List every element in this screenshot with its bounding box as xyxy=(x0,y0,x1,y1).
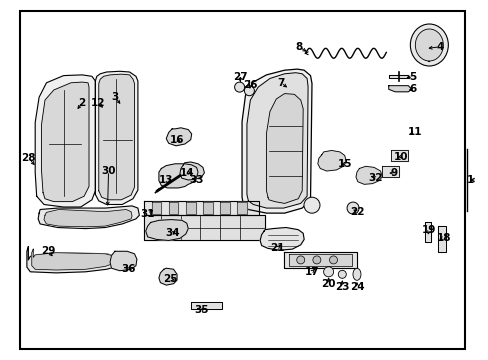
Polygon shape xyxy=(425,222,430,242)
Polygon shape xyxy=(260,228,304,250)
Circle shape xyxy=(312,256,320,264)
Circle shape xyxy=(304,197,319,213)
Polygon shape xyxy=(95,71,138,204)
Polygon shape xyxy=(190,302,222,309)
Polygon shape xyxy=(159,268,177,285)
Text: 29: 29 xyxy=(41,246,55,256)
Text: 15: 15 xyxy=(337,159,351,169)
Polygon shape xyxy=(185,202,195,214)
Polygon shape xyxy=(388,75,407,78)
Circle shape xyxy=(296,256,304,264)
Text: 2: 2 xyxy=(79,98,85,108)
Text: 30: 30 xyxy=(101,166,116,176)
Polygon shape xyxy=(180,162,204,180)
Polygon shape xyxy=(27,247,122,273)
Polygon shape xyxy=(44,210,132,227)
Text: 10: 10 xyxy=(393,152,407,162)
Text: 6: 6 xyxy=(409,84,416,94)
Polygon shape xyxy=(151,202,161,214)
Text: 32: 32 xyxy=(367,173,382,183)
Text: 8: 8 xyxy=(295,42,302,52)
Polygon shape xyxy=(246,73,307,208)
Polygon shape xyxy=(166,128,191,146)
Text: 36: 36 xyxy=(121,264,135,274)
Text: 18: 18 xyxy=(436,233,450,243)
Text: 21: 21 xyxy=(270,243,285,253)
Text: 4: 4 xyxy=(435,42,443,52)
Ellipse shape xyxy=(352,268,360,280)
Text: 7: 7 xyxy=(277,78,285,88)
Text: 23: 23 xyxy=(334,282,349,292)
Polygon shape xyxy=(220,202,229,214)
Polygon shape xyxy=(390,150,407,161)
Polygon shape xyxy=(288,254,351,266)
Text: 20: 20 xyxy=(321,279,335,289)
Circle shape xyxy=(244,86,254,96)
Text: 1: 1 xyxy=(466,175,473,185)
Circle shape xyxy=(234,82,244,92)
Text: 24: 24 xyxy=(349,282,364,292)
Polygon shape xyxy=(388,86,411,92)
Text: 33: 33 xyxy=(189,175,203,185)
Text: 16: 16 xyxy=(169,135,184,145)
Text: 3: 3 xyxy=(111,92,118,102)
Polygon shape xyxy=(355,166,382,184)
Circle shape xyxy=(329,256,337,264)
Text: 12: 12 xyxy=(90,98,105,108)
Text: 19: 19 xyxy=(421,225,436,235)
Polygon shape xyxy=(266,94,303,203)
Circle shape xyxy=(346,202,358,214)
Polygon shape xyxy=(203,202,212,214)
Polygon shape xyxy=(144,215,264,240)
Polygon shape xyxy=(41,82,89,202)
Circle shape xyxy=(338,270,346,278)
Polygon shape xyxy=(237,202,246,214)
Polygon shape xyxy=(168,202,178,214)
Polygon shape xyxy=(283,252,356,268)
Polygon shape xyxy=(144,201,259,215)
Polygon shape xyxy=(317,150,346,171)
Text: 35: 35 xyxy=(194,305,208,315)
Polygon shape xyxy=(38,206,139,229)
Text: 22: 22 xyxy=(349,207,364,217)
Ellipse shape xyxy=(414,29,443,61)
Text: 5: 5 xyxy=(409,72,416,82)
Circle shape xyxy=(323,267,333,277)
Text: 34: 34 xyxy=(164,228,179,238)
Polygon shape xyxy=(437,226,445,252)
Text: 14: 14 xyxy=(179,168,194,178)
Polygon shape xyxy=(35,75,95,207)
Text: 26: 26 xyxy=(243,80,257,90)
Polygon shape xyxy=(382,166,398,177)
Ellipse shape xyxy=(409,24,447,66)
Text: 25: 25 xyxy=(163,274,177,284)
Text: 11: 11 xyxy=(407,127,421,138)
Polygon shape xyxy=(159,164,198,188)
Polygon shape xyxy=(145,220,188,240)
Text: 17: 17 xyxy=(304,267,319,277)
Text: 28: 28 xyxy=(21,153,36,163)
Text: 13: 13 xyxy=(159,175,173,185)
Text: 27: 27 xyxy=(233,72,247,82)
Polygon shape xyxy=(32,249,117,270)
Polygon shape xyxy=(110,251,137,271)
Text: 9: 9 xyxy=(389,168,396,178)
Text: 31: 31 xyxy=(140,209,155,219)
Polygon shape xyxy=(242,69,311,213)
Polygon shape xyxy=(99,74,134,200)
